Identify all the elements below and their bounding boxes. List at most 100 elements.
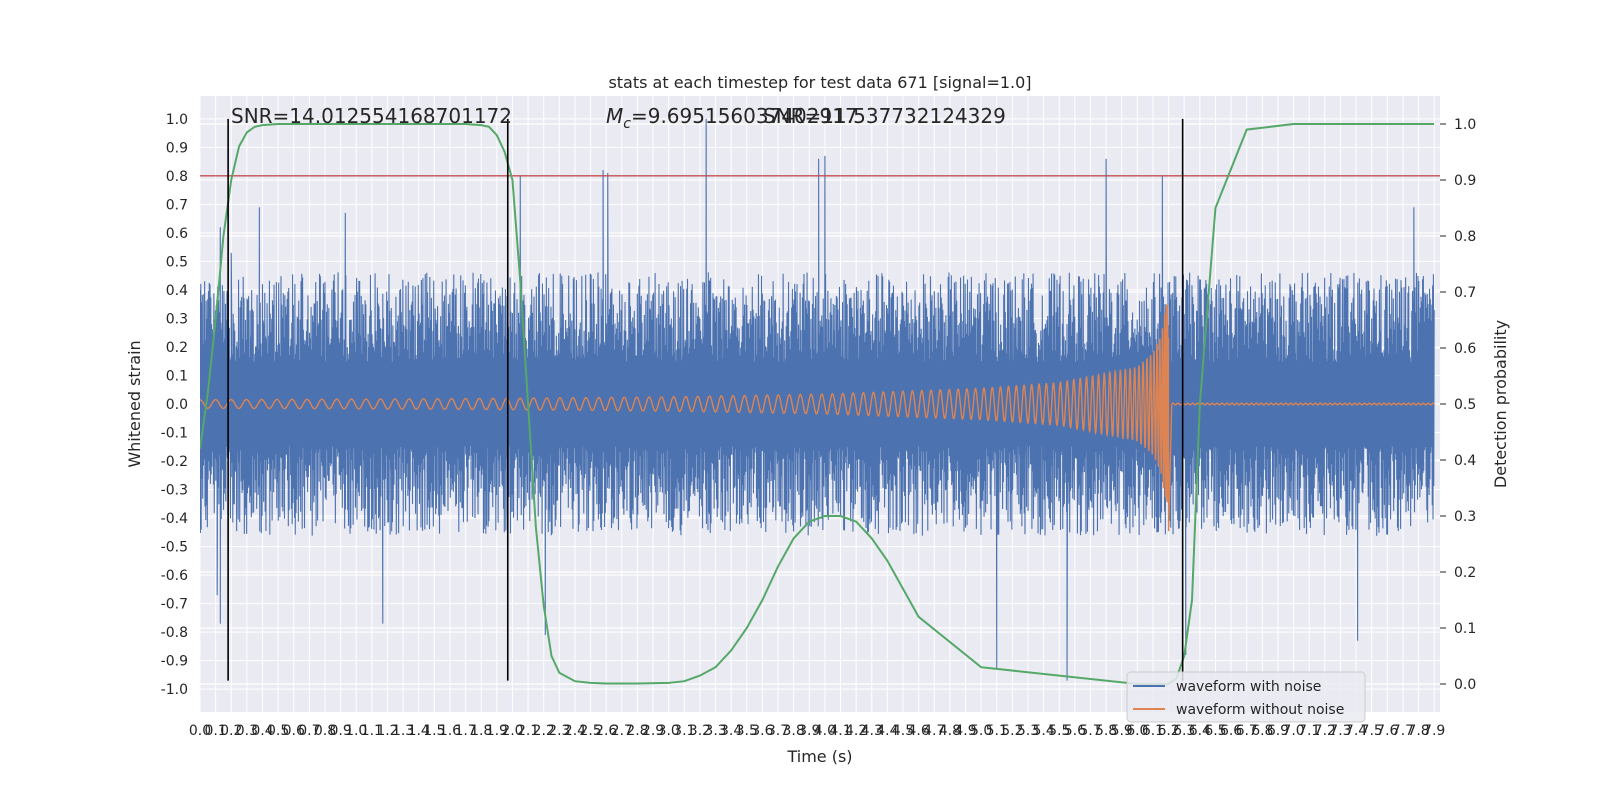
y2-tick-label: 0.9 bbox=[1454, 173, 1476, 189]
y2-tick-labels: 1.0 0.9 0.8 0.7 0.6 0.5 0.4 0.3 0.2 0.1 0.0 bbox=[1440, 117, 1476, 693]
waveform-with-noise-series bbox=[200, 118, 1435, 681]
y2-tick-label: 1.0 bbox=[1454, 117, 1476, 133]
y-axis-label: Whitened strain bbox=[125, 340, 144, 467]
x-tick-label: 7.0 bbox=[1282, 723, 1304, 739]
x-tick-label: 7.2 bbox=[1314, 723, 1336, 739]
x-tick-label: 3.3 bbox=[704, 723, 726, 739]
y-tick-label: 0.4 bbox=[166, 283, 188, 299]
x-tick-label: 4.4 bbox=[876, 723, 898, 739]
x-tick-label: 5.1 bbox=[986, 723, 1008, 739]
x-tick-label: 4.2 bbox=[845, 723, 867, 739]
y-tick-label: -0.5 bbox=[161, 540, 188, 556]
y-tick-label: -0.1 bbox=[161, 426, 188, 442]
x-tick-label: 5.5 bbox=[1048, 723, 1070, 739]
x-tick-label: 4.7 bbox=[923, 723, 945, 739]
y2-tick-label: 0.1 bbox=[1454, 621, 1476, 637]
x-tick-label: 2.9 bbox=[642, 723, 664, 739]
x-tick-label: 2.2 bbox=[533, 723, 555, 739]
x-tick-label: 5.4 bbox=[1032, 723, 1054, 739]
y-tick-label: 0.9 bbox=[166, 140, 188, 156]
y-tick-label: 1.0 bbox=[166, 112, 188, 128]
chirp-mass-subscript: c bbox=[623, 116, 631, 132]
y-tick-label: 0.7 bbox=[166, 197, 188, 213]
x-tick-label: 3.5 bbox=[736, 723, 758, 739]
x-tick-label: 5.0 bbox=[970, 723, 992, 739]
x-tick-label: 5.2 bbox=[1001, 723, 1023, 739]
x-tick-label: 2.5 bbox=[579, 723, 601, 739]
x-tick-label: 3.0 bbox=[658, 723, 680, 739]
y-tick-label: 0.2 bbox=[166, 340, 188, 356]
x-tick-label: 6.0 bbox=[1126, 723, 1148, 739]
y2-tick-label: 0.4 bbox=[1454, 453, 1476, 469]
y-tick-label: -0.8 bbox=[161, 625, 188, 641]
x-tick-label: 3.7 bbox=[767, 723, 789, 739]
y2-axis-label: Detection probability bbox=[1491, 320, 1510, 488]
x-tick-label: 6.1 bbox=[1142, 723, 1164, 739]
chirp-mass-annotation: Mc=9.695156037402917 bbox=[606, 104, 858, 132]
x-tick-label: 7.8 bbox=[1407, 723, 1429, 739]
y-tick-label: 0.0 bbox=[166, 397, 188, 413]
x-tick-label: 0.8 bbox=[314, 723, 336, 739]
x-tick-label: 0.3 bbox=[236, 723, 258, 739]
y-tick-label: -1.0 bbox=[161, 682, 188, 698]
x-tick-label: 1.5 bbox=[423, 723, 445, 739]
x-tick-label: 2.6 bbox=[595, 723, 617, 739]
chirp-mass-value: =9.695156037402917 bbox=[631, 104, 858, 128]
x-tick-label: 7.1 bbox=[1298, 723, 1320, 739]
vertical-markers bbox=[227, 118, 1184, 681]
x-tick-label: 1.1 bbox=[361, 723, 383, 739]
y-tick-labels: 1.0 0.9 0.8 0.7 0.6 0.5 0.4 0.3 0.2 0.1 0.0 -0.1 -0.… bbox=[161, 112, 188, 698]
x-tick-label: 7.9 bbox=[1423, 723, 1445, 739]
x-tick-label: 4.3 bbox=[861, 723, 883, 739]
legend-label-noise: waveform with noise bbox=[1176, 679, 1321, 695]
chart-title: stats at each timestep for test data 671… bbox=[608, 73, 1031, 92]
x-tick-label: 5.3 bbox=[1017, 723, 1039, 739]
overlapping-snr-annotation: SNR=11.53773212432​9 bbox=[763, 104, 1006, 128]
x-tick-label: 0.1 bbox=[204, 723, 226, 739]
waveform-without-noise-line bbox=[200, 304, 1435, 532]
x-tick-label: 3.1 bbox=[673, 723, 695, 739]
y2-tick-label: 0.3 bbox=[1454, 509, 1476, 525]
x-tick-label: 1.2 bbox=[376, 723, 398, 739]
y2-tick-label: 0.5 bbox=[1454, 397, 1476, 413]
x-tick-label: 1.4 bbox=[408, 723, 430, 739]
x-tick-label: 4.5 bbox=[892, 723, 914, 739]
x-tick-labels: 0.00.10.20.30.40.50.60.70.80.91.01.11.21… bbox=[189, 723, 1445, 739]
y-tick-label: -0.2 bbox=[161, 454, 188, 470]
y-tick-label: 0.3 bbox=[166, 311, 188, 327]
x-tick-label: 7.6 bbox=[1376, 723, 1398, 739]
x-tick-label: 7.5 bbox=[1361, 723, 1383, 739]
x-tick-label: 1.6 bbox=[439, 723, 461, 739]
x-tick-label: 0.2 bbox=[220, 723, 242, 739]
x-tick-label: 7.3 bbox=[1329, 723, 1351, 739]
waveform-with-noise-line bbox=[200, 118, 1435, 681]
x-tick-label: 0.6 bbox=[283, 723, 305, 739]
x-tick-label: 6.7 bbox=[1236, 723, 1258, 739]
x-tick-label: 4.1 bbox=[829, 723, 851, 739]
y-tick-label: -0.4 bbox=[161, 511, 188, 527]
x-tick-label: 6.9 bbox=[1267, 723, 1289, 739]
x-tick-label: 1.9 bbox=[486, 723, 508, 739]
y2-tick-label: 0.7 bbox=[1454, 285, 1476, 301]
x-tick-label: 7.7 bbox=[1392, 723, 1414, 739]
x-axis-label: Time (s) bbox=[786, 747, 852, 766]
legend: waveform with noise waveform without noi… bbox=[1126, 671, 1366, 723]
x-tick-label: 6.4 bbox=[1189, 723, 1211, 739]
x-tick-label: 0.0 bbox=[189, 723, 211, 739]
x-tick-label: 5.9 bbox=[1111, 723, 1133, 739]
legend-box bbox=[1126, 671, 1366, 723]
x-tick-label: 1.8 bbox=[470, 723, 492, 739]
y-tick-label: -0.3 bbox=[161, 483, 188, 499]
x-tick-label: 3.9 bbox=[798, 723, 820, 739]
x-tick-label: 3.8 bbox=[783, 723, 805, 739]
y-tick-label: -0.6 bbox=[161, 568, 188, 584]
x-tick-label: 6.3 bbox=[1173, 723, 1195, 739]
x-tick-label: 4.0 bbox=[814, 723, 836, 739]
y2-tick-label: 0.8 bbox=[1454, 229, 1476, 245]
y-tick-label: 0.1 bbox=[166, 368, 188, 384]
chirp-mass-symbol: M bbox=[606, 104, 623, 128]
y2-tick-label: 0.2 bbox=[1454, 565, 1476, 581]
x-tick-label: 0.5 bbox=[267, 723, 289, 739]
x-tick-label: 0.9 bbox=[329, 723, 351, 739]
x-tick-label: 6.6 bbox=[1220, 723, 1242, 739]
